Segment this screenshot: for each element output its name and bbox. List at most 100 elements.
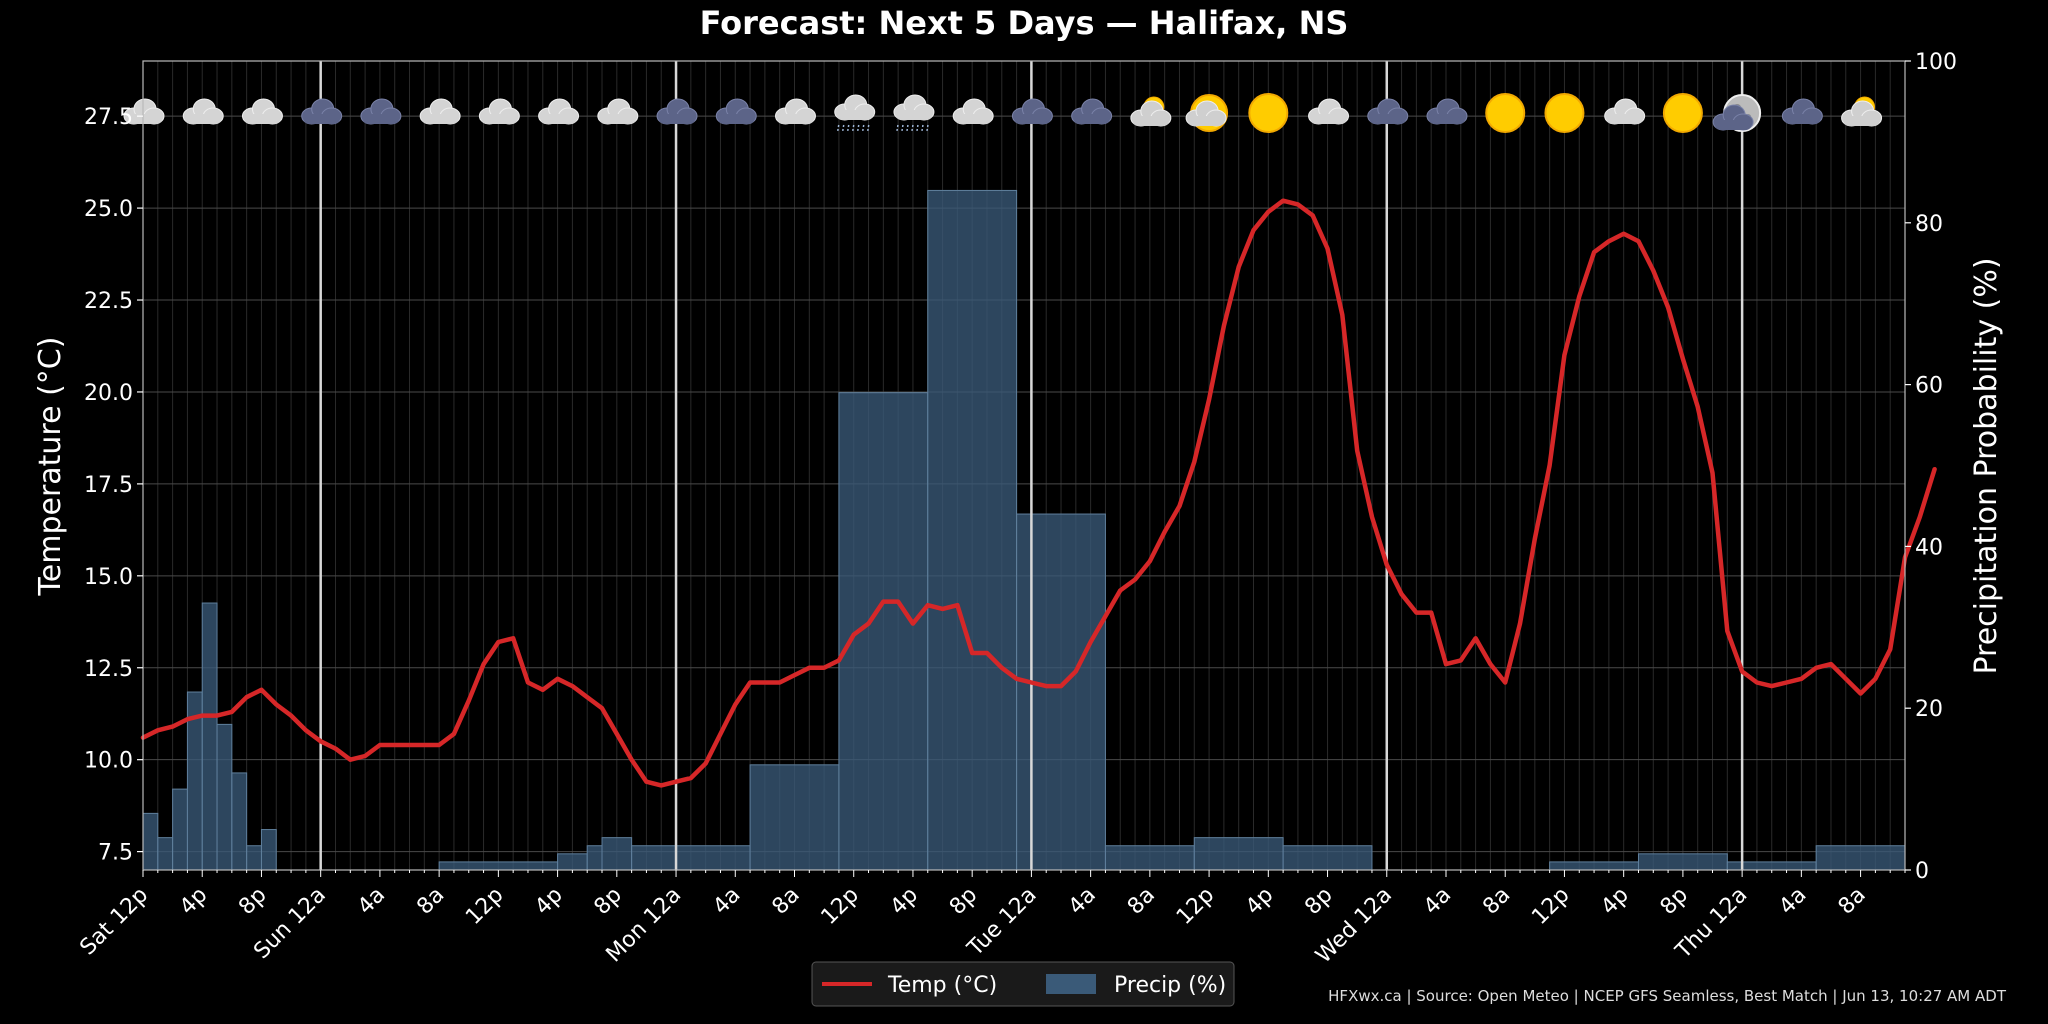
y-tick-label: 7.5 [98,841,133,866]
night-cloud-icon [360,98,402,125]
plot-border [142,60,1906,871]
y2-tick-label: 100 [1915,50,1957,75]
y-tick-label: 15.0 [84,565,133,590]
y-axis-ticks: 7.5 10.0 12.5 15.0 17.5 20.0 22.5 25.0 27.5 [84,105,143,866]
x-tick-label: 8p [945,883,982,920]
precip-bar [1016,513,1106,871]
precip-bar [749,764,840,871]
y-tick-label: 12.5 [84,657,133,682]
y-tick-label: 17.5 [84,473,133,498]
rain-cloud-icon [834,94,876,132]
precip-bar [142,812,159,871]
day-boundary-lines [319,61,1744,870]
night-cloud-icon [1426,98,1468,125]
cloud-icon [1604,98,1646,125]
x-tick-label: 8p [1656,883,1693,920]
y2-axis-ticks: 0 20 40 60 80 100 [1905,50,1957,884]
x-tick-label: 8p [234,883,271,920]
legend-box [811,961,1235,1007]
temp-series-line [140,198,1937,788]
precip-bar [1193,837,1284,871]
precip-bar [1282,845,1373,871]
moon-icon [1712,94,1762,132]
precip-bar [1104,845,1195,871]
legend: Temp (°C) Precip (%) [811,961,1235,1007]
precip-bar [557,853,588,871]
x-tick-label: 4p [530,883,567,920]
x-tick-label: 4p [886,883,923,920]
partly-cloudy-icon [1130,96,1172,127]
rain-cloud-icon [893,94,935,132]
precip-bar [1815,845,1906,871]
sun-icon [1662,93,1703,133]
precip-bar [260,829,277,871]
cloud-icon [597,98,639,125]
precip-bar [927,189,1018,871]
y-tick-label: 22.5 [84,289,133,314]
x-tick-label: 8a [1478,883,1515,920]
cloud-icon [952,98,994,125]
precip-bar [201,602,218,871]
cloud-icon [774,98,816,125]
night-cloud-icon [301,98,343,125]
x-tick-label: 12p [461,883,508,930]
sun-icon [1485,93,1526,133]
y-tick-label: 10.0 [84,749,133,774]
source-footer: HFXwx.ca | Source: Open Meteo | NCEP GFS… [1328,987,2007,1005]
x-tick-label: 8p [1300,883,1337,920]
precip-bar [1549,861,1639,871]
sun-icon [1544,93,1585,133]
precip-bar [216,723,233,871]
precip-bar [157,837,174,871]
y2-axis-label: Precipitation Probability (%) [1969,257,2004,674]
x-tick-label: 4a [1774,883,1811,920]
night-cloud-icon [1071,98,1113,125]
y2-tick-label: 80 [1915,212,1943,237]
x-tick-label: Sat 12p [75,883,153,961]
x-tick-label: 4a [708,883,745,920]
precip-bar [1637,853,1728,871]
y-tick-label: 20.0 [84,381,133,406]
y-axis-label: Temperature (°C) [33,337,68,597]
cloud-icon [478,98,520,125]
night-cloud-icon [1367,98,1409,125]
y2-tick-label: 0 [1915,859,1929,884]
x-tick-label: 4a [1419,883,1456,920]
x-tick-label: 4p [1596,883,1633,920]
y-tick-label: 25.0 [84,197,133,222]
precip-bar [1726,861,1817,871]
cloud-icon [123,98,165,125]
y2-tick-label: 20 [1915,697,1943,722]
legend-precip-label: Precip (%) [1114,973,1226,998]
x-tick-label: 4p [1241,883,1278,920]
x-tick-label: 8p [590,883,627,920]
x-tick-label: 12p [1172,883,1219,930]
precip-bar [246,845,262,871]
plot-frame [142,60,1906,871]
night-cloud-icon [1781,98,1823,125]
precip-bar [586,845,603,871]
x-tick-label: 4a [353,883,390,920]
precip-bar [631,845,751,871]
x-tick-label: 8a [1834,883,1871,920]
y2-tick-label: 40 [1915,535,1943,560]
x-tick-label: 8a [412,883,449,920]
x-tick-label: 4a [1064,883,1101,920]
x-tick-label: 4p [175,883,212,920]
cloud-icon [419,98,461,125]
temp-line [140,198,1937,788]
x-tick-label: 8a [1123,883,1160,920]
x-tick-label: 12p [1527,883,1574,930]
partly-sunny-icon [1185,94,1229,132]
partly-cloudy-icon [1841,96,1883,127]
x-tick-label: 12p [817,883,864,930]
weather-icons [123,93,1883,133]
night-cloud-icon [656,98,698,125]
precip-bar [172,788,188,871]
precip-bar [231,772,248,871]
chart-title: Forecast: Next 5 Days — Halifax, NS [700,4,1349,42]
legend-temp-label: Temp (°C) [887,973,997,998]
precip-bar [601,837,633,871]
